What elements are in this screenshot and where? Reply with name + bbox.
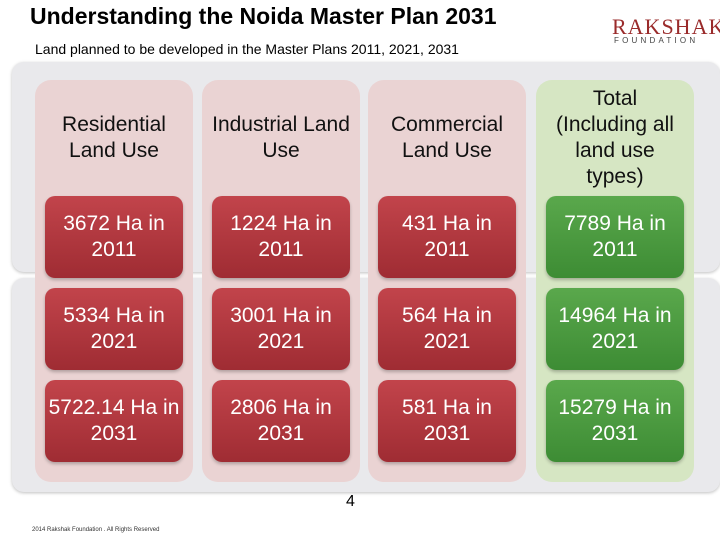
- header-commercial: Commercial Land Use: [390, 112, 503, 162]
- cell-total-2021: 14964 Ha in 2021: [546, 288, 684, 370]
- page-title: Understanding the Noida Master Plan 2031: [30, 3, 497, 29]
- logo-tagline: FOUNDATION: [614, 36, 699, 45]
- cell-industrial-2011: 1224 Ha in 2011: [212, 196, 350, 278]
- cell-residential-2031: 5722.14 Ha in 2031: [45, 380, 183, 462]
- cell-industrial-2031: 2806 Ha in 2031: [212, 380, 350, 462]
- rakshak-logo: RAKSHAK FOUNDATION: [612, 14, 720, 48]
- cell-total-2031: 15279 Ha in 2031: [546, 380, 684, 462]
- cell-industrial-2021: 3001 Ha in 2021: [212, 288, 350, 370]
- copyright-footer: 2014 Rakshak Foundation . All Rights Res…: [32, 527, 160, 533]
- cell-commercial-2011: 431 Ha in 2011: [378, 196, 516, 278]
- cell-residential-2011: 3672 Ha in 2011: [45, 196, 183, 278]
- header-residential: Residential Land Use: [62, 112, 166, 162]
- header-industrial: Industrial Land Use: [212, 112, 350, 162]
- cell-commercial-2021: 564 Ha in 2021: [378, 288, 516, 370]
- cell-residential-2021: 5334 Ha in 2021: [45, 288, 183, 370]
- page-number: 4: [346, 493, 355, 510]
- header-total: Total (Including all land use types): [556, 86, 674, 189]
- logo-name: RAKSHAK: [612, 14, 720, 39]
- cell-commercial-2031: 581 Ha in 2031: [378, 380, 516, 462]
- page-subtitle: Land planned to be developed in the Mast…: [35, 41, 459, 57]
- cell-total-2011: 7789 Ha in 2011: [546, 196, 684, 278]
